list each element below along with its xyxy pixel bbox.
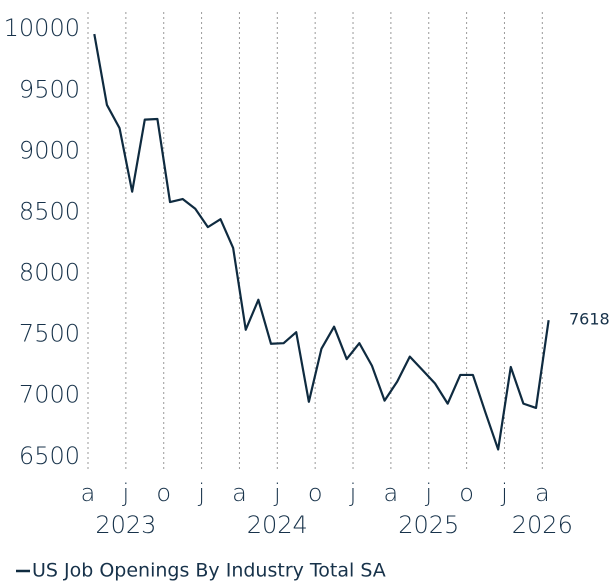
x-group-label: 2026 <box>512 511 573 539</box>
y-tick-label: 8000 <box>19 259 80 287</box>
x-tick-label: a <box>535 479 550 507</box>
x-group-label: 2024 <box>247 511 308 539</box>
x-tick-label: j <box>273 479 281 507</box>
x-tick-label: o <box>308 479 323 507</box>
x-tick-label: j <box>122 479 130 507</box>
x-group-label: 2025 <box>398 511 459 539</box>
x-tick-label: a <box>232 479 247 507</box>
legend-label: US Job Openings By Industry Total SA <box>32 560 386 582</box>
line <box>93 33 550 451</box>
y-tick-label: 9500 <box>19 75 80 103</box>
y-tick-label: 7000 <box>19 381 80 409</box>
end-label: 7618 <box>569 310 610 329</box>
y-tick-label: 7500 <box>19 320 80 348</box>
x-tick-label: a <box>81 479 96 507</box>
x-tick-label: j <box>197 479 205 507</box>
x-tick-label: j <box>500 479 508 507</box>
y-tick-label: 10000 <box>4 14 80 42</box>
x-group-label: 2023 <box>95 511 156 539</box>
y-tick-label: 6500 <box>19 442 80 470</box>
y-tick-label: 8500 <box>19 197 80 225</box>
y-tick-label: 9000 <box>19 136 80 164</box>
x-tick-label: o <box>459 479 474 507</box>
x-tick-label: j <box>349 479 357 507</box>
x-tick-label: o <box>156 479 171 507</box>
x-tick-label: a <box>384 479 399 507</box>
x-tick-label: j <box>424 479 432 507</box>
